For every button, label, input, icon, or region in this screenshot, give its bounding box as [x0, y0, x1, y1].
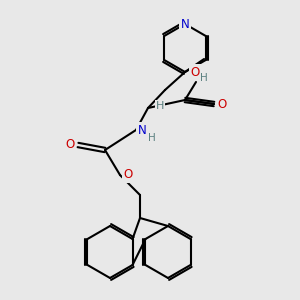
Text: O: O — [123, 169, 133, 182]
Text: N: N — [181, 17, 189, 31]
Text: N: N — [138, 124, 146, 136]
Text: O: O — [190, 65, 200, 79]
Text: H: H — [148, 133, 156, 143]
Text: H: H — [156, 101, 164, 111]
Text: H: H — [200, 73, 208, 83]
Text: O: O — [218, 98, 226, 110]
Text: O: O — [65, 139, 75, 152]
